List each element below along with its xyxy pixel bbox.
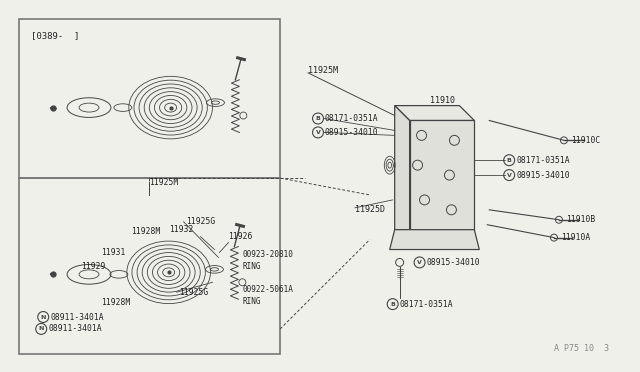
- Text: 08915-34010: 08915-34010: [325, 128, 379, 137]
- Text: 11910B: 11910B: [566, 215, 595, 224]
- Text: 11928M: 11928M: [101, 298, 130, 307]
- Text: 11925M: 11925M: [148, 177, 178, 186]
- Text: 11925M: 11925M: [308, 66, 338, 76]
- Text: 00922-5061A: 00922-5061A: [243, 285, 293, 294]
- Text: 11910C: 11910C: [571, 136, 600, 145]
- Text: 11926: 11926: [228, 232, 253, 241]
- Text: 11932: 11932: [169, 225, 193, 234]
- Bar: [19, 19, 280, 178]
- Text: V: V: [316, 130, 321, 135]
- Text: A P75 10  3: A P75 10 3: [554, 344, 609, 353]
- Text: N: N: [38, 326, 44, 331]
- Text: 11925G: 11925G: [186, 217, 215, 226]
- Text: 00923-20810: 00923-20810: [243, 250, 293, 259]
- Text: 08911-3401A: 08911-3401A: [50, 312, 104, 321]
- Text: B: B: [316, 116, 321, 121]
- Polygon shape: [395, 106, 474, 121]
- Text: 08171-0351A: 08171-0351A: [399, 299, 453, 309]
- Text: N: N: [40, 314, 46, 320]
- Text: 08915-34010: 08915-34010: [516, 171, 570, 180]
- Polygon shape: [395, 106, 410, 230]
- Text: RING: RING: [243, 262, 261, 271]
- Text: 11925D: 11925D: [355, 205, 385, 214]
- Text: 08911-3401A: 08911-3401A: [48, 324, 102, 333]
- Text: B: B: [507, 158, 511, 163]
- Text: 11931: 11931: [101, 248, 125, 257]
- Text: 11929: 11929: [81, 262, 106, 271]
- Text: 11910A: 11910A: [561, 233, 590, 242]
- Text: 08171-0351A: 08171-0351A: [325, 114, 379, 123]
- Text: 11910: 11910: [429, 96, 454, 105]
- Text: V: V: [417, 260, 422, 265]
- Text: 11925G: 11925G: [179, 288, 208, 297]
- Polygon shape: [390, 230, 479, 250]
- Text: 11928M: 11928M: [131, 227, 160, 236]
- Text: B: B: [390, 302, 395, 307]
- Polygon shape: [410, 121, 474, 230]
- Bar: [19, 178, 280, 354]
- Text: [0389-  ]: [0389- ]: [31, 31, 79, 40]
- Text: 08171-0351A: 08171-0351A: [516, 156, 570, 165]
- Text: 08915-34010: 08915-34010: [426, 258, 480, 267]
- Text: RING: RING: [243, 296, 261, 306]
- Text: V: V: [507, 173, 511, 177]
